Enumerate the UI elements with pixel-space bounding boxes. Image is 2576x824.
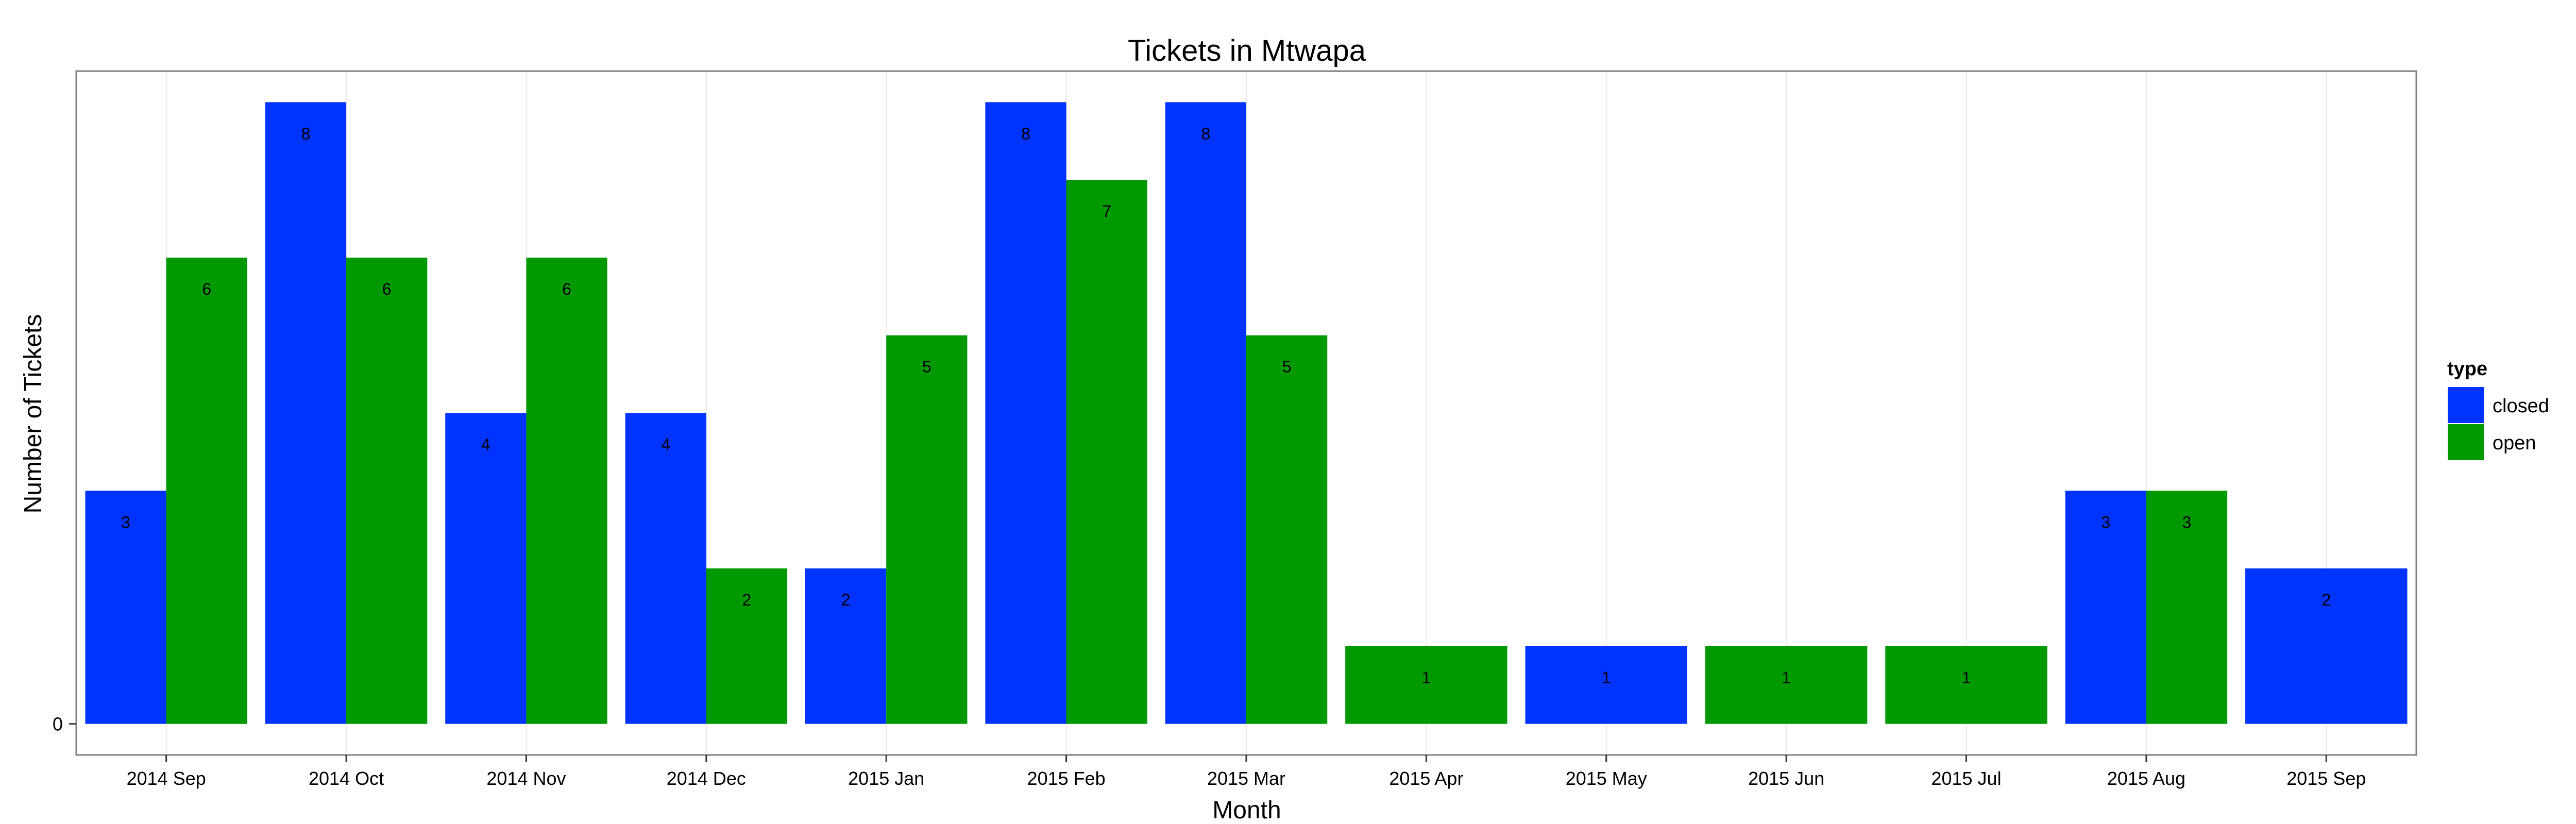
bar-open <box>346 257 428 724</box>
x-tick-label: 2015 Mar <box>1207 768 1285 789</box>
data-label: 1 <box>1782 668 1791 687</box>
bar-open <box>166 257 247 724</box>
bar-closed <box>85 491 166 724</box>
bar-closed <box>445 413 527 724</box>
plot-area: 3 6 8 6 4 6 4 2 2 5 8 7 8 5 1 1 1 1 3 3 2 2014 Sep 2014 Oct 201… <box>53 70 2417 789</box>
data-label: 2 <box>2321 591 2331 609</box>
bar-open <box>1246 335 1328 724</box>
x-tick-label: 2014 Nov <box>486 768 566 789</box>
bar-closed <box>2245 568 2408 724</box>
bar-open <box>706 568 788 724</box>
bar-closed <box>985 102 1066 724</box>
bar-closed <box>2065 491 2146 724</box>
bar-open <box>1066 180 1147 724</box>
bar-open <box>1885 646 2047 724</box>
x-tick-label: 2014 Sep <box>127 768 206 789</box>
data-label: 1 <box>1962 668 1971 687</box>
bar-open <box>886 335 968 724</box>
data-label: 8 <box>1021 124 1030 143</box>
chart-title: Tickets in Mtwapa <box>1128 34 1366 68</box>
x-tick-label: 2015 Aug <box>2107 768 2185 789</box>
data-label: 7 <box>1102 202 1111 221</box>
x-tick-label: 2015 Jan <box>848 768 924 789</box>
x-tick-label: 2015 May <box>1566 768 1647 789</box>
data-label: 2 <box>841 591 851 609</box>
x-tick-label: 2015 Jun <box>1748 768 1824 789</box>
data-label: 8 <box>301 124 311 143</box>
bar-closed <box>1165 102 1246 724</box>
data-label: 3 <box>2101 513 2110 531</box>
x-axis-title: Month <box>1212 797 1281 824</box>
bar-closed <box>265 102 347 724</box>
y-axis-title: Number of Tickets <box>20 314 47 514</box>
legend-key-open <box>2447 423 2485 461</box>
bar-closed <box>1525 646 1687 724</box>
bar-open <box>1705 646 1868 724</box>
data-label: 5 <box>1282 358 1292 376</box>
legend-label-open: open <box>2493 432 2536 454</box>
legend-key-closed <box>2447 386 2485 424</box>
data-label: 3 <box>121 513 130 531</box>
data-label: 2 <box>742 591 752 609</box>
data-label: 1 <box>1421 668 1431 687</box>
y-tick-label: 0 <box>53 714 63 735</box>
data-label: 1 <box>1602 668 1611 687</box>
legend-title: type <box>2447 358 2487 380</box>
bar-open <box>2146 491 2228 724</box>
data-label: 8 <box>1201 124 1210 143</box>
x-tick-label: 2015 Feb <box>1027 768 1106 789</box>
data-label: 4 <box>481 435 490 454</box>
data-label: 4 <box>661 435 670 454</box>
data-label: 6 <box>382 280 392 298</box>
bar-closed <box>625 413 706 724</box>
legend: type closed open <box>2447 358 2549 461</box>
x-tick-label: 2015 Apr <box>1389 768 1463 789</box>
data-label: 3 <box>2182 513 2192 531</box>
bar-open <box>526 257 607 724</box>
x-tick-label: 2015 Sep <box>2286 768 2366 789</box>
data-label: 6 <box>202 280 211 298</box>
x-tick-label: 2014 Oct <box>309 768 384 789</box>
legend-label-closed: closed <box>2493 395 2549 417</box>
data-label: 5 <box>922 358 931 376</box>
x-tick-label: 2015 Jul <box>1931 768 2001 789</box>
bar-closed <box>805 568 887 724</box>
bar-open <box>1345 646 1507 724</box>
x-tick-label: 2014 Dec <box>667 768 746 789</box>
data-label: 6 <box>562 280 571 298</box>
